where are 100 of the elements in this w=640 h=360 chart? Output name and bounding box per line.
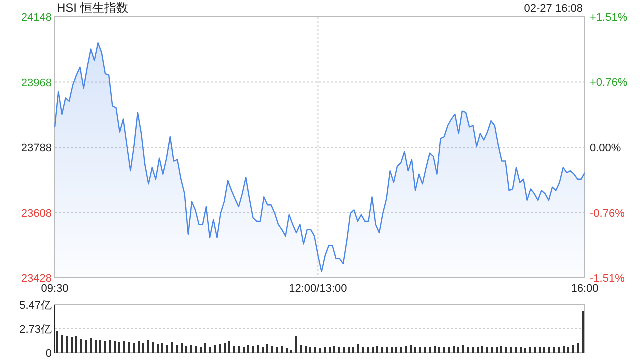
bar bbox=[343, 346, 345, 353]
bar bbox=[357, 344, 359, 353]
bar bbox=[419, 346, 421, 353]
bar bbox=[505, 348, 507, 353]
bar bbox=[295, 336, 297, 353]
bar bbox=[534, 346, 536, 353]
bar bbox=[529, 348, 531, 353]
bar bbox=[362, 348, 364, 353]
y-tick-label: 23968 bbox=[21, 77, 52, 90]
bar bbox=[118, 342, 120, 353]
bar bbox=[109, 340, 111, 353]
text: 02-27 16:08 bbox=[524, 3, 583, 15]
bar bbox=[524, 348, 526, 353]
bar bbox=[558, 348, 560, 353]
bar bbox=[515, 348, 517, 353]
bar bbox=[582, 310, 584, 353]
bar bbox=[348, 348, 350, 353]
bar bbox=[99, 340, 101, 353]
bar bbox=[56, 331, 58, 353]
bar bbox=[338, 348, 340, 353]
bar bbox=[563, 346, 565, 353]
bar bbox=[496, 348, 498, 353]
bar bbox=[228, 342, 230, 353]
bar bbox=[195, 346, 197, 353]
bar bbox=[66, 336, 68, 353]
bar bbox=[252, 346, 254, 353]
bar bbox=[185, 346, 187, 353]
bar bbox=[472, 346, 474, 353]
bar bbox=[324, 346, 326, 353]
bar bbox=[539, 348, 541, 353]
y2-tick-label: -0.76% bbox=[590, 208, 626, 220]
bar bbox=[166, 345, 168, 353]
bar bbox=[290, 350, 292, 353]
y2-tick-label: +0.76% bbox=[590, 76, 628, 89]
bar bbox=[572, 345, 574, 353]
bar bbox=[114, 342, 116, 353]
bar bbox=[276, 348, 278, 353]
bar bbox=[438, 348, 440, 353]
bar bbox=[95, 340, 97, 353]
bar bbox=[391, 348, 393, 353]
bar bbox=[510, 346, 512, 353]
bar bbox=[548, 348, 550, 353]
bar bbox=[314, 346, 316, 353]
bar bbox=[486, 348, 488, 353]
bar bbox=[80, 338, 82, 353]
bar bbox=[543, 346, 545, 353]
bar bbox=[333, 346, 335, 353]
bar bbox=[247, 345, 249, 353]
bar bbox=[309, 348, 311, 353]
bar bbox=[262, 346, 264, 353]
bar bbox=[352, 346, 354, 353]
x-tick-label: 12:00/13:00 bbox=[289, 283, 348, 295]
bar bbox=[429, 346, 431, 353]
bar bbox=[171, 342, 173, 353]
bar bbox=[329, 348, 331, 353]
y2-tick-label: 0.00% bbox=[590, 142, 622, 154]
bar bbox=[448, 348, 450, 353]
bar bbox=[142, 343, 144, 353]
bar bbox=[266, 344, 268, 353]
bar bbox=[161, 343, 163, 353]
y-tick-label: 23608 bbox=[21, 208, 52, 220]
y-tick-label: 24148 bbox=[21, 12, 52, 24]
bar bbox=[71, 337, 73, 353]
bar bbox=[381, 348, 383, 353]
bar bbox=[300, 345, 302, 353]
bar bbox=[467, 348, 469, 353]
y-tick-label: 2.73亿 bbox=[20, 324, 52, 336]
bar bbox=[104, 342, 106, 353]
bar bbox=[281, 346, 283, 353]
bar bbox=[75, 336, 77, 353]
bar bbox=[367, 346, 369, 353]
bar bbox=[372, 348, 374, 353]
bar bbox=[209, 348, 211, 353]
bar bbox=[147, 340, 149, 353]
bar bbox=[224, 343, 226, 353]
bar bbox=[434, 346, 436, 353]
bar bbox=[500, 346, 502, 353]
bar bbox=[123, 342, 125, 353]
bar bbox=[190, 345, 192, 353]
bar bbox=[376, 346, 378, 353]
bar bbox=[138, 342, 140, 353]
y2-tick-label: -1.51% bbox=[590, 273, 626, 285]
bar bbox=[214, 345, 216, 353]
bar bbox=[90, 338, 92, 353]
bar bbox=[157, 344, 159, 353]
bar bbox=[257, 345, 259, 353]
bar bbox=[133, 343, 135, 353]
bar bbox=[243, 346, 245, 353]
bar bbox=[128, 342, 130, 353]
y-tick-label: 23788 bbox=[21, 142, 52, 154]
y-tick-label: 23428 bbox=[21, 273, 52, 285]
bar bbox=[457, 348, 459, 353]
bar bbox=[453, 346, 455, 353]
bar bbox=[577, 343, 579, 353]
x-tick-label: 09:30 bbox=[41, 283, 69, 295]
bar bbox=[181, 343, 183, 353]
bar bbox=[567, 346, 569, 353]
bar bbox=[219, 344, 221, 353]
bar bbox=[200, 346, 202, 353]
bar bbox=[238, 346, 240, 353]
